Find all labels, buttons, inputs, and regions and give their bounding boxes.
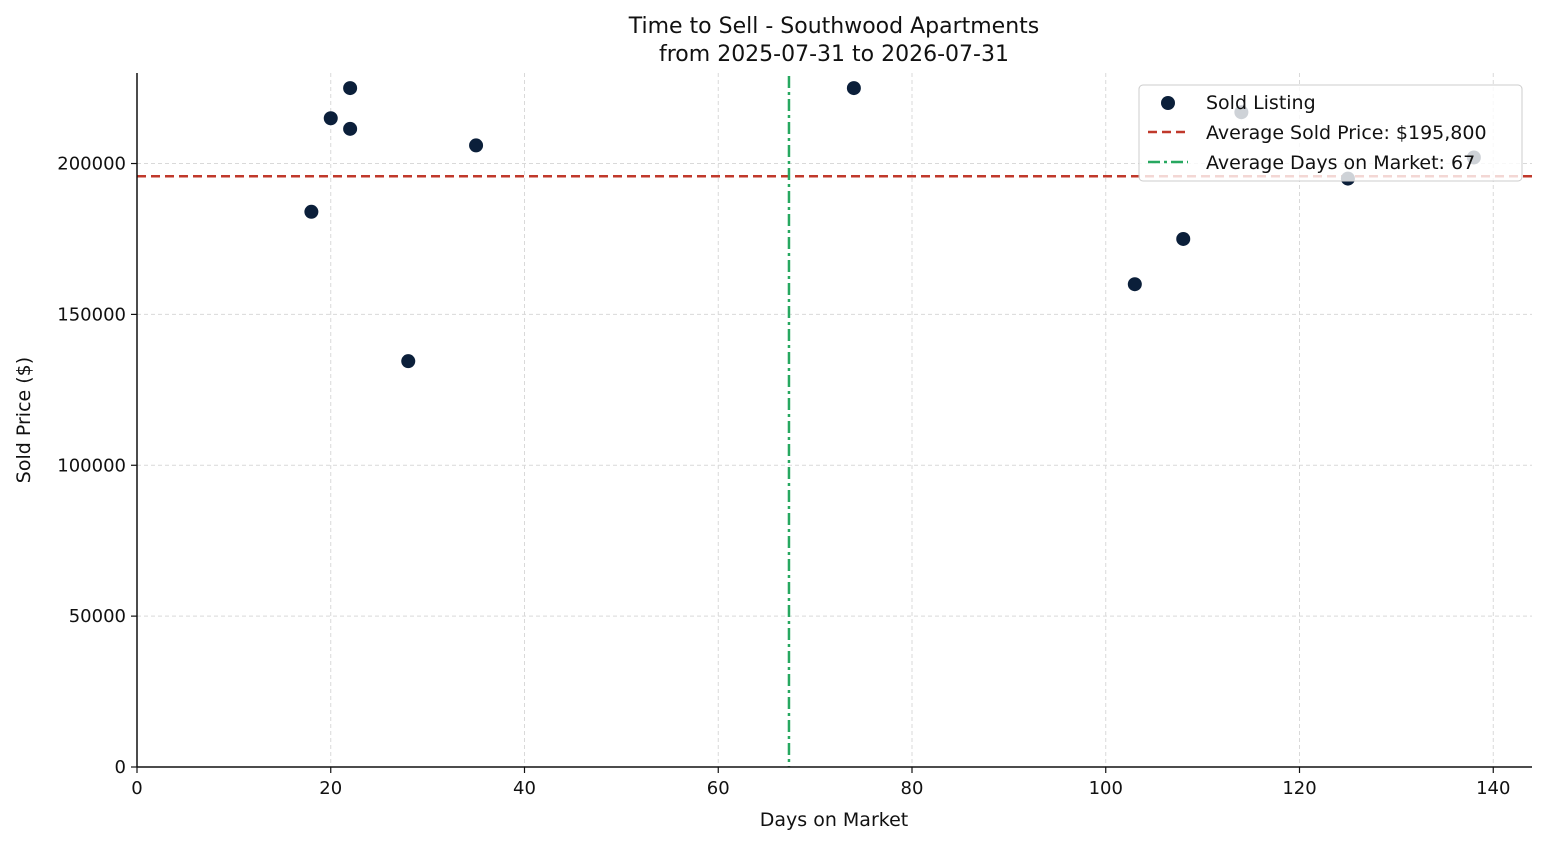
x-tick-label: 120 xyxy=(1282,778,1316,799)
x-tick-label: 100 xyxy=(1089,778,1123,799)
data-point xyxy=(323,111,338,126)
data-point xyxy=(304,204,319,219)
legend-box xyxy=(1138,84,1523,182)
x-tick-label: 40 xyxy=(513,778,536,799)
x-tick-label: 0 xyxy=(131,778,142,799)
legend: Sold Listing Average Sold Price: $195,80… xyxy=(1138,84,1523,182)
y-tick-label: 100000 xyxy=(57,455,126,476)
data-point xyxy=(1127,277,1142,292)
data-point xyxy=(343,121,358,136)
legend-marker-sold-listing xyxy=(1161,96,1175,110)
data-point xyxy=(469,138,484,153)
legend-label-average-days-on-market: Average Days on Market: 67 xyxy=(1206,152,1475,174)
data-point xyxy=(846,81,861,96)
chart-title: Time to Sell - Southwood Apartments xyxy=(628,14,1040,39)
grid-lines xyxy=(137,73,1532,767)
x-axis-ticks: 0 20 40 60 80 100 120 140 xyxy=(131,767,1510,799)
data-point xyxy=(343,81,358,96)
y-tick-label: 150000 xyxy=(57,304,126,325)
x-tick-label: 80 xyxy=(901,778,924,799)
x-tick-label: 140 xyxy=(1476,778,1510,799)
chart-subtitle: from 2025-07-31 to 2026-07-31 xyxy=(659,42,1009,67)
legend-label-average-sold-price: Average Sold Price: $195,800 xyxy=(1206,122,1487,144)
y-tick-label: 200000 xyxy=(57,154,126,175)
y-axis-ticks: 0 50000 100000 150000 200000 xyxy=(57,154,137,778)
y-tick-label: 50000 xyxy=(69,606,126,627)
x-axis-label: Days on Market xyxy=(760,809,908,831)
data-point xyxy=(401,354,416,369)
x-tick-label: 20 xyxy=(319,778,342,799)
y-tick-label: 0 xyxy=(115,757,126,778)
legend-label-sold-listing: Sold Listing xyxy=(1206,92,1316,114)
x-tick-label: 60 xyxy=(707,778,730,799)
data-point xyxy=(1176,231,1191,246)
y-axis-label: Sold Price ($) xyxy=(13,357,35,483)
